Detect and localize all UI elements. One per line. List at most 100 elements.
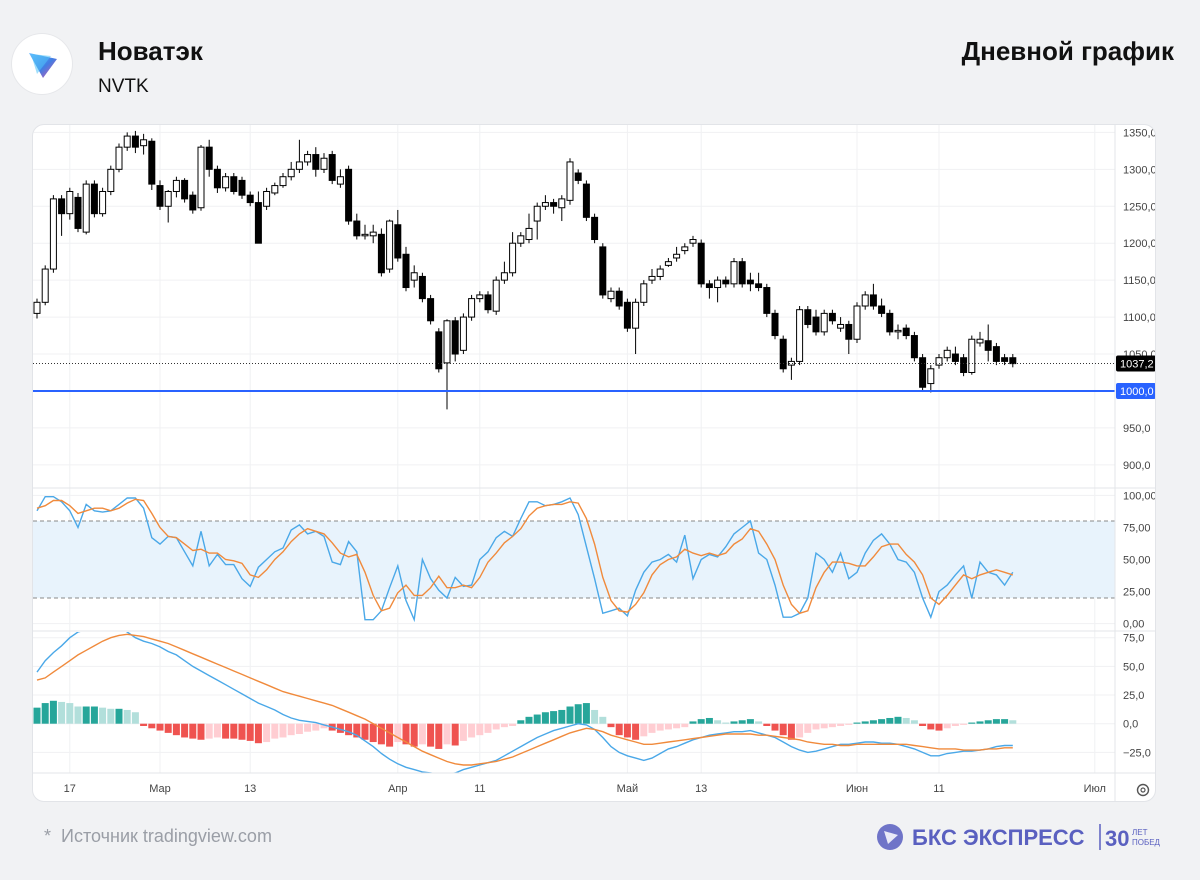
candle [738,257,746,288]
stoch-d-line [36,498,1014,615]
candle [49,195,57,273]
macd-line [36,632,1013,773]
candle-body-up [123,135,131,148]
candle [566,158,574,205]
candle-body-down [312,154,320,170]
candle-body-down [804,309,812,325]
macd-histogram-bar [632,723,640,740]
macd-histogram-bar [615,723,623,736]
candle [394,209,402,262]
candle [41,265,49,306]
y-tick-label: 75,00 [1123,522,1151,534]
candle [90,180,98,218]
macd-histogram-bar [927,723,935,730]
macd-histogram-bar [509,723,517,726]
candle-body-down [910,335,918,359]
macd-histogram-bar [58,701,66,724]
candle-body-down [771,312,779,337]
candle-body-down [615,290,623,307]
macd-histogram-bar [172,723,180,736]
settings-gear-icon[interactable] [1136,783,1150,797]
candle-body-up [369,231,377,237]
macd-histogram-bar [837,723,845,726]
candle [459,313,467,355]
macd-histogram-bar [779,723,787,736]
macd-histogram-bar [591,709,599,724]
candle-body-up [632,301,640,329]
candle [714,276,722,303]
candle-body-up [82,183,90,233]
macd-histogram-bar [82,706,90,724]
macd-histogram-bar [394,723,402,743]
level-price-label: 1000,0 [1120,386,1154,398]
candle-body-up [509,242,517,274]
y-tick-label: 1200,0 [1123,238,1155,250]
candle-body-up [500,272,508,281]
candle-body-down [353,220,361,237]
candle-body-down [435,331,443,370]
macd-histogram-bar [763,723,771,726]
y-tick-label: 25,00 [1123,587,1151,599]
candle-body-down [582,183,590,218]
macd-histogram-bar [459,723,467,741]
candle [377,228,385,277]
candle [574,169,582,185]
macd-histogram-bar [714,720,722,724]
stock-chart[interactable]: 1350,01300,01250,01200,01150,01100,01050… [33,125,1155,801]
candle [58,195,66,236]
candle [164,190,172,223]
candle [369,224,377,244]
candle [271,182,279,196]
candle-body-up [517,235,525,244]
candle [853,302,861,343]
candle [623,298,631,332]
candle-body-up [607,290,615,300]
candle-body-up [714,279,722,289]
macd-histogram-bar [320,723,328,729]
candle [99,187,107,217]
macd-histogram-bar [1001,719,1009,724]
candle [673,246,681,262]
candle [845,320,853,355]
candle [927,365,935,393]
candle [427,294,435,325]
macd-histogram-bar [197,723,205,740]
macd-histogram-bar [222,723,230,739]
y-tick-label: 50,00 [1123,555,1151,567]
candle [246,191,254,207]
candle-body-down [550,202,558,207]
candle [33,298,41,319]
macd-histogram-bar [558,709,566,724]
candle-body-up [172,179,180,192]
candle-body-up [41,268,49,303]
candle-body-up [320,157,328,170]
macd-histogram-bar [181,723,189,738]
candle [796,306,804,366]
chart-grid [33,125,1115,773]
candle-body-down [74,196,82,229]
source-bullet: * [44,826,52,846]
macd-histogram-bar [115,708,123,724]
candle [443,319,451,410]
last-price-tag [1116,355,1155,372]
macd-histogram-bar [533,714,541,724]
candle [238,176,246,199]
x-tick-label: Май [617,783,639,795]
y-tick-label: 950,0 [1123,423,1151,435]
source-text: Источник tradingview.com [61,826,272,846]
macd-histogram-bar [919,723,927,726]
price-pane [33,130,1115,410]
chart-panel[interactable]: 1350,0 1300,0 1250,0 1200,0 1150,0 1100,0 1050… [32,124,1156,802]
macd-histogram-bar [74,706,82,724]
macd-histogram-bar [123,709,131,724]
candle-body-down [90,183,98,215]
candle-body-up [66,190,74,215]
candle [664,257,672,267]
macd-histogram-bar [681,723,689,728]
macd-histogram-bar [566,706,574,724]
candle-body-down [131,135,139,148]
candle [525,213,533,244]
x-tick-label: 13 [244,783,256,795]
chart-axes: 1350,01300,01250,01200,01150,01100,01050… [33,125,1155,801]
ticker-symbol: NVTK [98,76,149,97]
